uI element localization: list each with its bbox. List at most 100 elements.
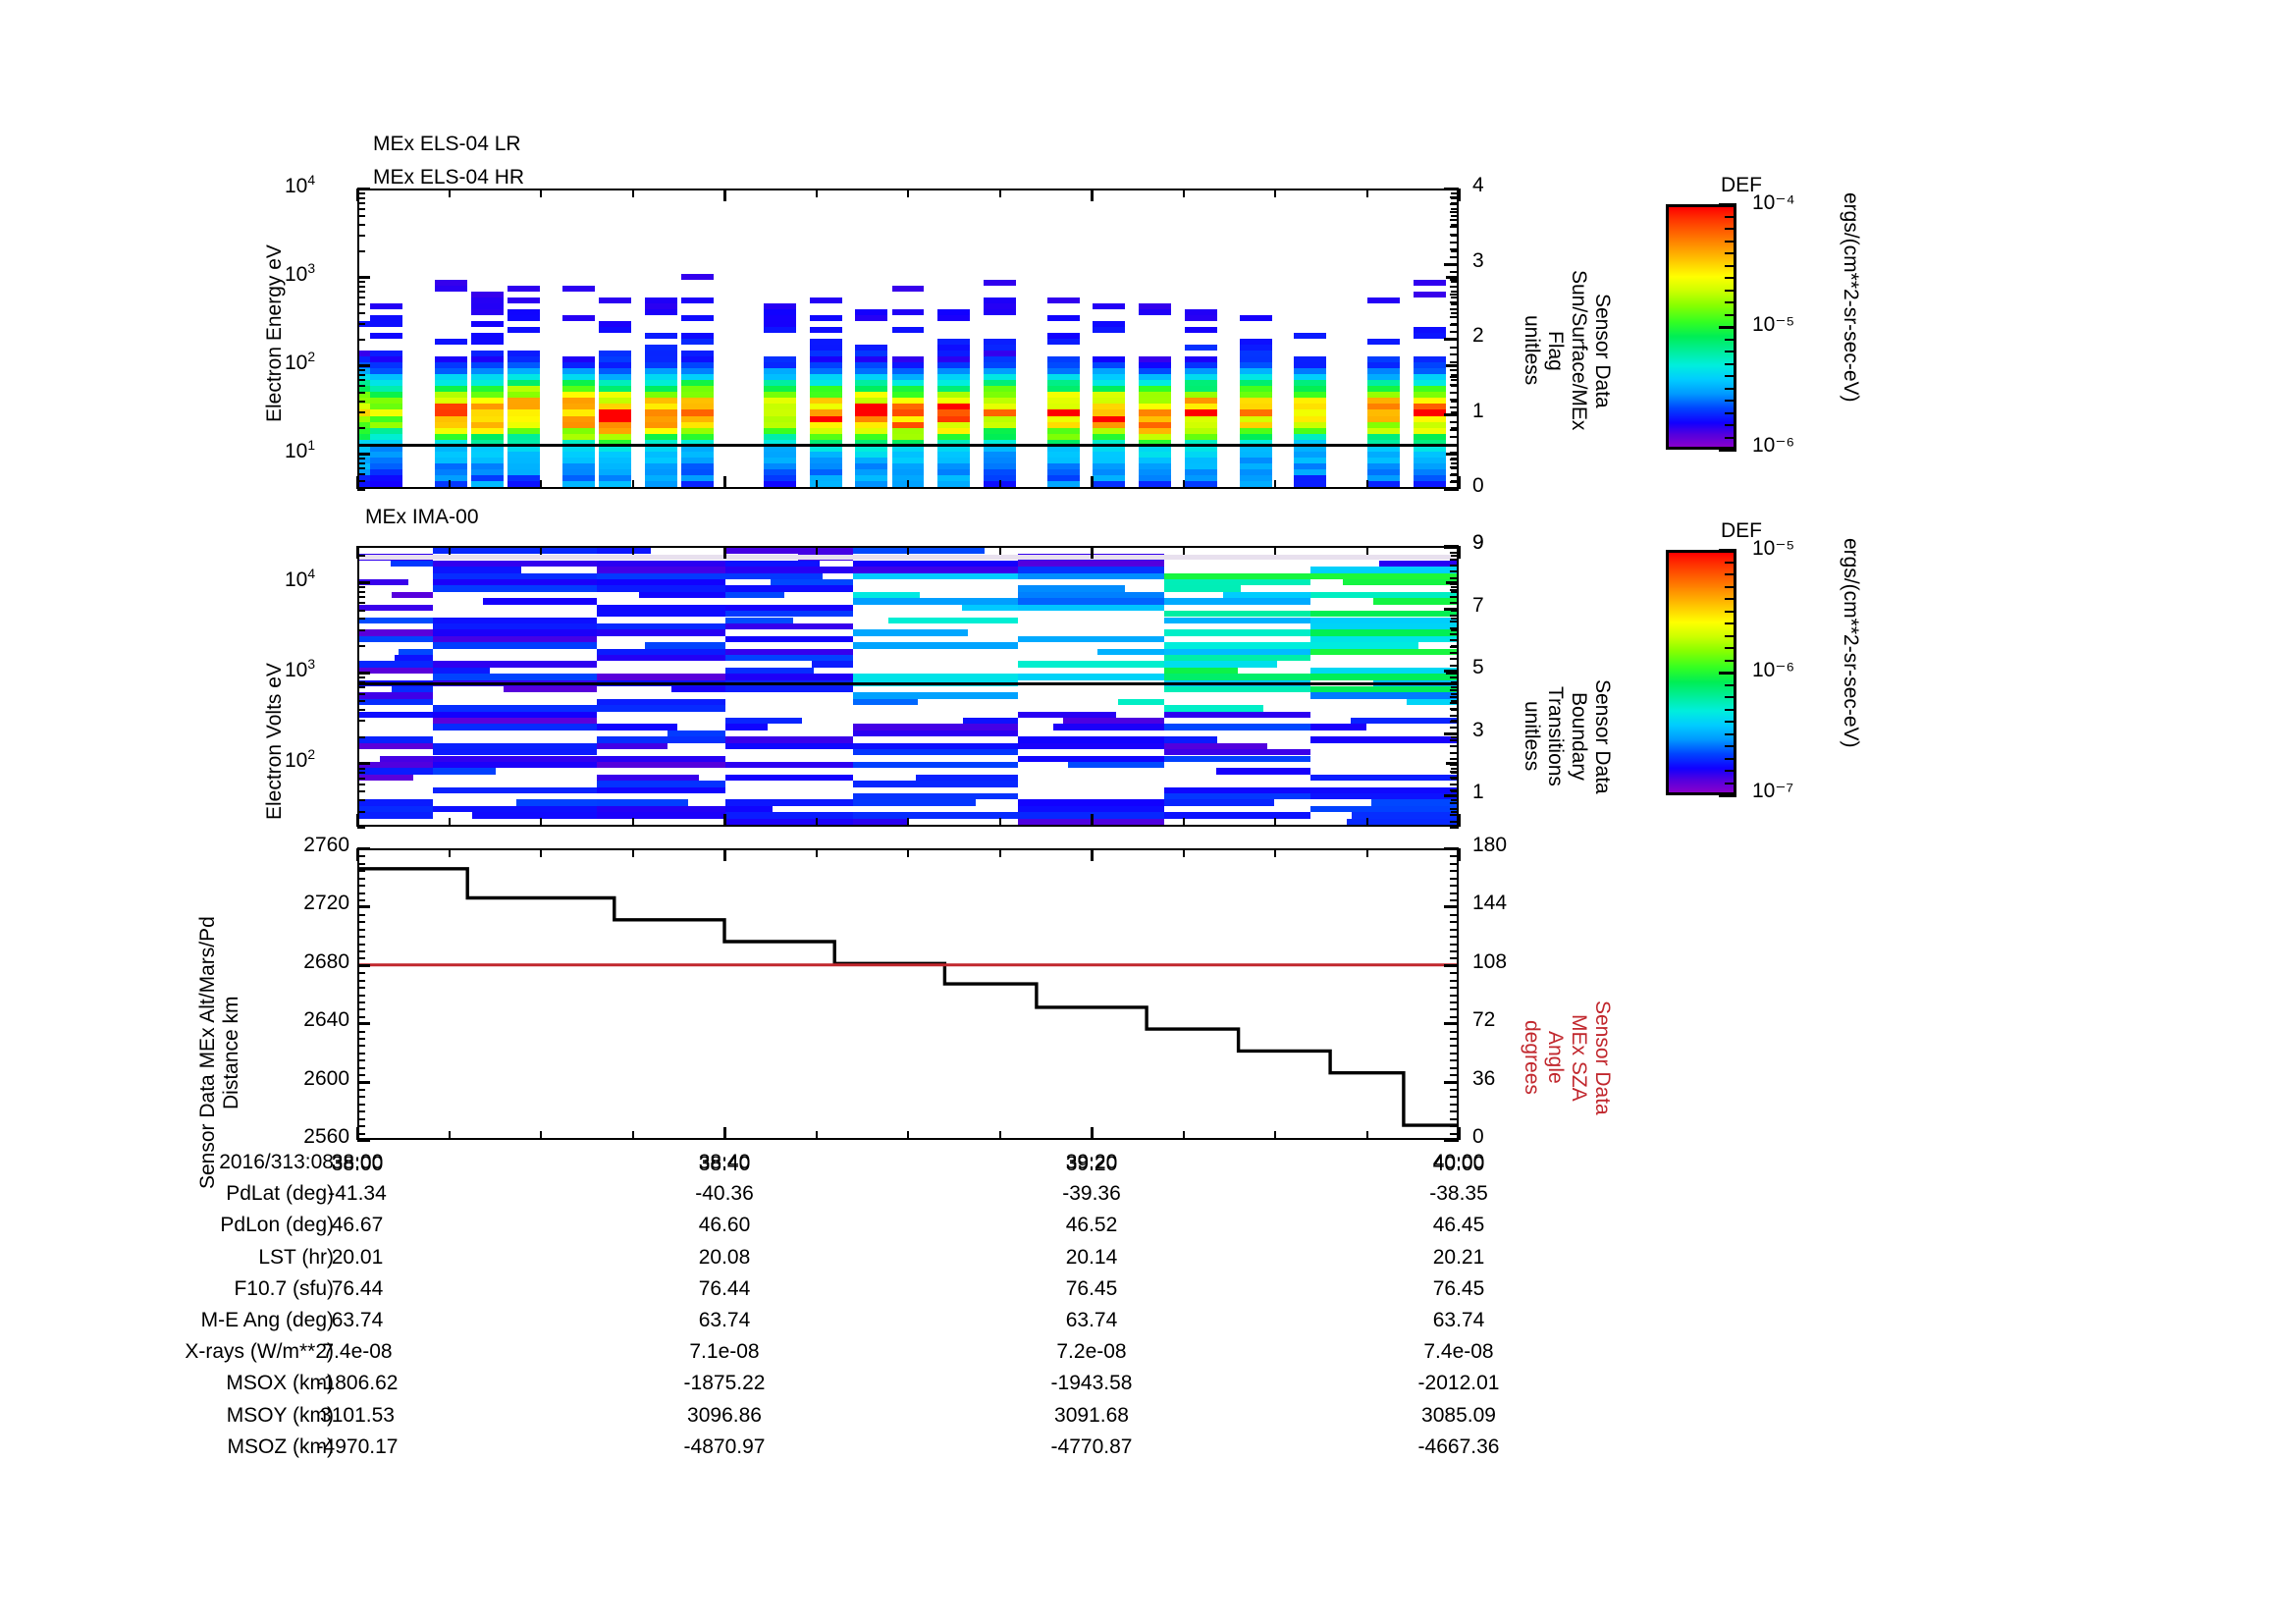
spectro-cell (809, 433, 842, 440)
spectro-cell (644, 462, 677, 469)
panel2-ytick-label: 103 (285, 656, 316, 681)
spectro-cell (1413, 374, 1446, 381)
table-cell: -4770.87 (1050, 1434, 1133, 1458)
spectro-cell (1017, 674, 1164, 680)
spectro-cell (470, 351, 504, 357)
spectro-cell (599, 415, 632, 422)
spectro-cell (764, 320, 797, 327)
spectro-cell (562, 451, 596, 458)
spectro-cell (724, 622, 854, 630)
spectro-cell (681, 421, 715, 428)
spectro-cell (891, 415, 925, 422)
spectro-cell (855, 415, 888, 422)
spectro-cell (888, 617, 1018, 623)
spectro-cell (853, 560, 1018, 568)
spectro-cell (1413, 445, 1446, 452)
spectro-cell (434, 457, 467, 463)
spectro-cell (1413, 457, 1446, 463)
spectro-cell (891, 451, 925, 458)
spectro-cell (503, 686, 598, 693)
spectro-cell (507, 415, 541, 422)
spectro-cell (432, 667, 490, 675)
spectro-cell (1184, 415, 1217, 422)
spectro-cell (1294, 462, 1327, 469)
table-row-label: 2016/313:08 (219, 1151, 334, 1173)
table-cell: 38:40 (698, 1151, 751, 1173)
spectro-cell (359, 554, 1457, 560)
spectro-cell (937, 474, 971, 481)
spectro-cell (370, 480, 403, 487)
spectro-cell (1294, 409, 1327, 416)
spectro-cell (434, 392, 467, 399)
spectro-cell (644, 457, 677, 463)
spectro-cell (764, 421, 797, 428)
spectro-cell (370, 445, 403, 452)
panel2-spectrogram[interactable] (357, 546, 1459, 827)
spectro-cell (470, 445, 504, 452)
spectro-cell (809, 457, 842, 463)
spectro-cell (1309, 642, 1418, 649)
panel3-timeseries[interactable] (357, 848, 1459, 1140)
spectro-cell (681, 427, 715, 434)
spectro-cell (359, 761, 433, 769)
spectro-cell (891, 374, 925, 381)
spectro-cell (644, 368, 677, 375)
spectro-cell (470, 433, 504, 440)
spectro-cell (507, 380, 541, 387)
spectro-cell (1139, 445, 1172, 452)
spectro-cell (1093, 320, 1126, 327)
spectro-cell (937, 409, 971, 416)
spectro-cell (1184, 368, 1217, 375)
panel3-right-tick-label: 180 (1472, 834, 1508, 856)
spectro-cell (764, 368, 797, 375)
spectro-cell (809, 398, 842, 405)
spectro-cell (562, 409, 596, 416)
spectro-cell (599, 427, 632, 434)
spectro-cell (937, 380, 971, 387)
spectro-cell (1046, 314, 1080, 321)
spectro-cell (724, 818, 854, 825)
spectro-cell (1163, 667, 1239, 675)
spectro-cell (853, 598, 1018, 605)
spectro-cell (681, 368, 715, 375)
table-row-label: M-E Ang (deg) (200, 1309, 334, 1331)
spectro-cell (370, 404, 403, 410)
spectro-cell (507, 451, 541, 458)
spectro-cell (1093, 374, 1126, 381)
spectro-cell (937, 362, 971, 369)
spectro-cell (470, 404, 504, 410)
panel1-ytick-label: 102 (285, 349, 316, 374)
spectro-cell (434, 368, 467, 375)
spectro-cell (1184, 386, 1217, 393)
spectro-cell (1309, 572, 1457, 580)
sun-surface-flag-line (359, 443, 1457, 447)
spectro-cell (1378, 560, 1457, 568)
spectro-cell (1163, 736, 1217, 743)
spectro-cell (855, 457, 888, 463)
spectro-cell (1294, 474, 1327, 481)
spectro-cell (891, 380, 925, 387)
spectro-cell (1413, 386, 1446, 393)
table-cell: 40:00 (1432, 1151, 1485, 1173)
table-cell: 63.74 (698, 1309, 751, 1331)
spectro-cell (597, 781, 725, 787)
spectro-cell (764, 404, 797, 410)
panel1-spectrogram[interactable] (357, 189, 1459, 489)
spectro-cell (470, 291, 504, 298)
spectro-cell (1139, 480, 1172, 487)
spectro-cell (855, 398, 888, 405)
spectro-cell (983, 433, 1016, 440)
spectro-cell (359, 711, 433, 719)
spectro-cell (1139, 451, 1172, 458)
table-cell: 76.44 (698, 1276, 751, 1300)
spectro-cell (1239, 421, 1272, 428)
spectro-cell (1184, 439, 1217, 446)
spectro-cell (434, 474, 467, 481)
spectro-cell (472, 812, 598, 819)
spectro-cell (937, 445, 971, 452)
spectro-cell (470, 374, 504, 381)
spectro-cell (599, 462, 632, 469)
spectro-cell (599, 398, 632, 405)
spectro-cell (1068, 761, 1164, 769)
spectro-cell (809, 427, 842, 434)
